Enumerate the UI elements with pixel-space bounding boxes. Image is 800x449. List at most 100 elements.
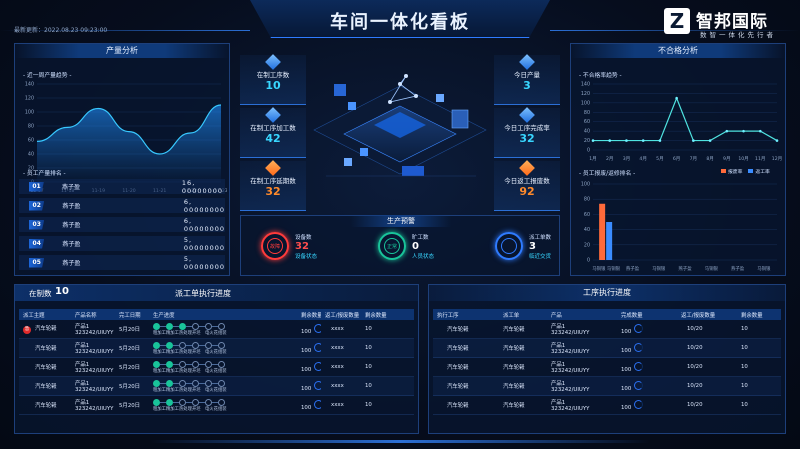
rank-name: 燕子盈 [62,222,81,229]
table-row[interactable]: 汽车轮毂 产品1 323242/UIUYY 5月20日 粗加工 精加工 热处理 开坯 电火花 组装… [19,396,414,415]
column-header: 派工单 [503,312,520,319]
step-check-icon [166,322,173,330]
table-row[interactable]: 急汽车轮毂 产品1 323242/UIUYY 5月20日 粗加工 精加工 热处理 开坯 电火花组… [19,320,414,339]
left-qty: 10 [741,364,748,370]
finish-date: 5月20日 [119,365,141,371]
legend-rework: 返工率 [748,168,770,175]
left-qty: 10 [365,326,372,332]
cube-icon [519,54,535,70]
step-label: 组装 [218,349,227,355]
table-row[interactable]: 汽车轮毂 产品1 323242/UIUYY 5月20日 粗加工 精加工 热处理 开坯 电火花 组装… [19,377,414,396]
dispatch-order: 汽车轮毂 [503,403,525,409]
footer-line [150,440,650,443]
step-label: 电火花 [205,330,218,336]
warning-ring-label: 故障 [267,238,283,254]
x-tick-label: 马铜银 [757,265,771,272]
step-label: 电火花 [205,368,218,374]
table-row[interactable]: 汽车轮毂 产品1 323242/UIUYY 5月20日 粗加工 精加工 热处理 开坯 电火花 组装… [19,339,414,358]
step-check-icon [179,322,186,330]
dispatch-table: 派工主题 产品名称 完工日期 生产进度 剩余数量 返工/报废数量 剩余数量急汽车轮毂 产品1 3… [19,309,414,415]
y-tick-label: 80 [28,124,34,130]
rank-value: 6, 00000000 [183,197,226,214]
rework-qty: xxxx [331,402,344,408]
operation: 汽车轮毂 [447,365,469,371]
step-check-icon [153,360,160,368]
topic: 汽车轮毂 [35,384,57,390]
series-line [593,96,778,142]
defect-rate-title: - 不合格率趋势 - [579,73,622,79]
column-header: 派工主题 [23,312,45,319]
data-point [591,139,595,142]
warning-title: 设备数 [295,234,312,241]
data-point [758,129,762,133]
step-check-icon [179,379,186,387]
left-qty: 10 [365,345,372,351]
table-row[interactable]: 汽车轮毂 汽车轮毂 产品1 323242/UIUYY 100 10/20 10 [433,358,781,377]
warning-value: 3 [528,240,536,252]
y-tick-label: 80 [584,197,590,203]
rank-row: 04 燕子盈 5, 00000000 [19,235,226,252]
rank-row: 01 燕子盈 16, 00000000 [19,179,225,195]
table-header: 执行工序 派工单 产品 完成数量 返工/报废数量 剩余数量 [433,309,781,320]
kpi-card: 在制工序数 10 [240,54,306,105]
table-row[interactable]: 汽车轮毂 产品1 323242/UIUYY 5月20日 粗加工 精加工 热处理 开坯 电火花 组装… [19,358,414,377]
dispatch-header: 在制数 10 派工单执行进度 [15,285,418,301]
step-label: 开坯 [192,349,201,355]
step-check-icon [153,341,160,349]
logo-icon [664,8,690,34]
left-qty: 10 [741,383,748,389]
table-row[interactable]: 汽车轮毂 汽车轮毂 产品1 323242/UIUYY 100 10/20 10 [433,339,781,358]
step-label: 热处理 [179,406,192,412]
warning-title: 派工单数 [528,234,551,241]
rank-badge: 03 [29,219,45,230]
product-code: 323242/UIUYY [551,368,590,374]
product-code: 323242/UIUYY [551,406,590,412]
kpi-label: 今日产量 [514,71,540,79]
warning-ring-icon: 正常 [377,232,406,260]
step-label: 热处理 [179,387,192,393]
step-check-icon [153,379,160,387]
operation: 汽车轮毂 [447,327,469,333]
kpi-card: 今日产量 3 [494,54,560,105]
process-table: 执行工序 派工单 产品 完成数量 返工/报废数量 剩余数量 汽车轮毂 汽车轮毂 产品1 32324… [433,309,781,415]
product-code: 323242/UIUYY [75,387,114,393]
logo-text: 智邦国际 [696,12,768,32]
step-check-icon [192,379,199,387]
step-check-icon [218,360,225,368]
rank-row: 03 燕子盈 6, 00000000 [19,217,225,233]
warning-ring-label: 正常 [383,238,400,254]
rank-name: 燕子盈 [62,203,81,210]
dispatch-order: 汽车轮毂 [503,365,525,371]
remaining-qty: 100 [297,342,321,354]
step-label: 精加工 [166,406,179,412]
step-check-icon [218,379,225,387]
step-check-icon [192,322,199,330]
table-row[interactable]: 汽车轮毂 汽车轮毂 产品1 323242/UIUYY 100 10/20 10 [433,377,781,396]
warning-status: 设备状态 [295,253,318,260]
y-tick-label: 40 [28,152,34,158]
data-point [658,139,662,142]
progress-steps: 粗加工 精加工 热处理 开坯 电火花 组装 [149,341,297,355]
rework-qty: 10/20 [687,326,703,332]
finish-date: 5月20日 [119,346,141,352]
step-label: 粗加工 [153,406,166,412]
left-qty: 10 [365,383,372,389]
step-check-icon [192,398,199,406]
data-point [742,129,745,133]
update-time: 最新更新：2022.08.23 09:23:00 [14,27,108,34]
step-label: 精加工 [166,368,179,374]
step-label: 电火花 [205,387,218,393]
left-qty: 10 [741,345,748,351]
product-name: 产品1 [75,324,90,330]
kpi-value: 42 [265,132,281,145]
rank-value: 5, 00000000 [183,235,226,252]
data-point [608,139,612,142]
step-check-icon [192,341,199,349]
table-row[interactable]: 汽车轮毂 汽车轮毂 产品1 323242/UIUYY 100 10/20 10 [433,320,781,339]
x-tick-label: 9月 [723,156,731,162]
step-label: 开坯 [192,406,201,412]
kpi-card: 在制工序延期数 32 [240,160,306,211]
step-label: 组装 [218,330,227,336]
table-row[interactable]: 汽车轮毂 汽车轮毂 产品1 323242/UIUYY 100 10/20 10 [433,396,781,415]
product-code: 323242/UIUYY [551,349,590,355]
